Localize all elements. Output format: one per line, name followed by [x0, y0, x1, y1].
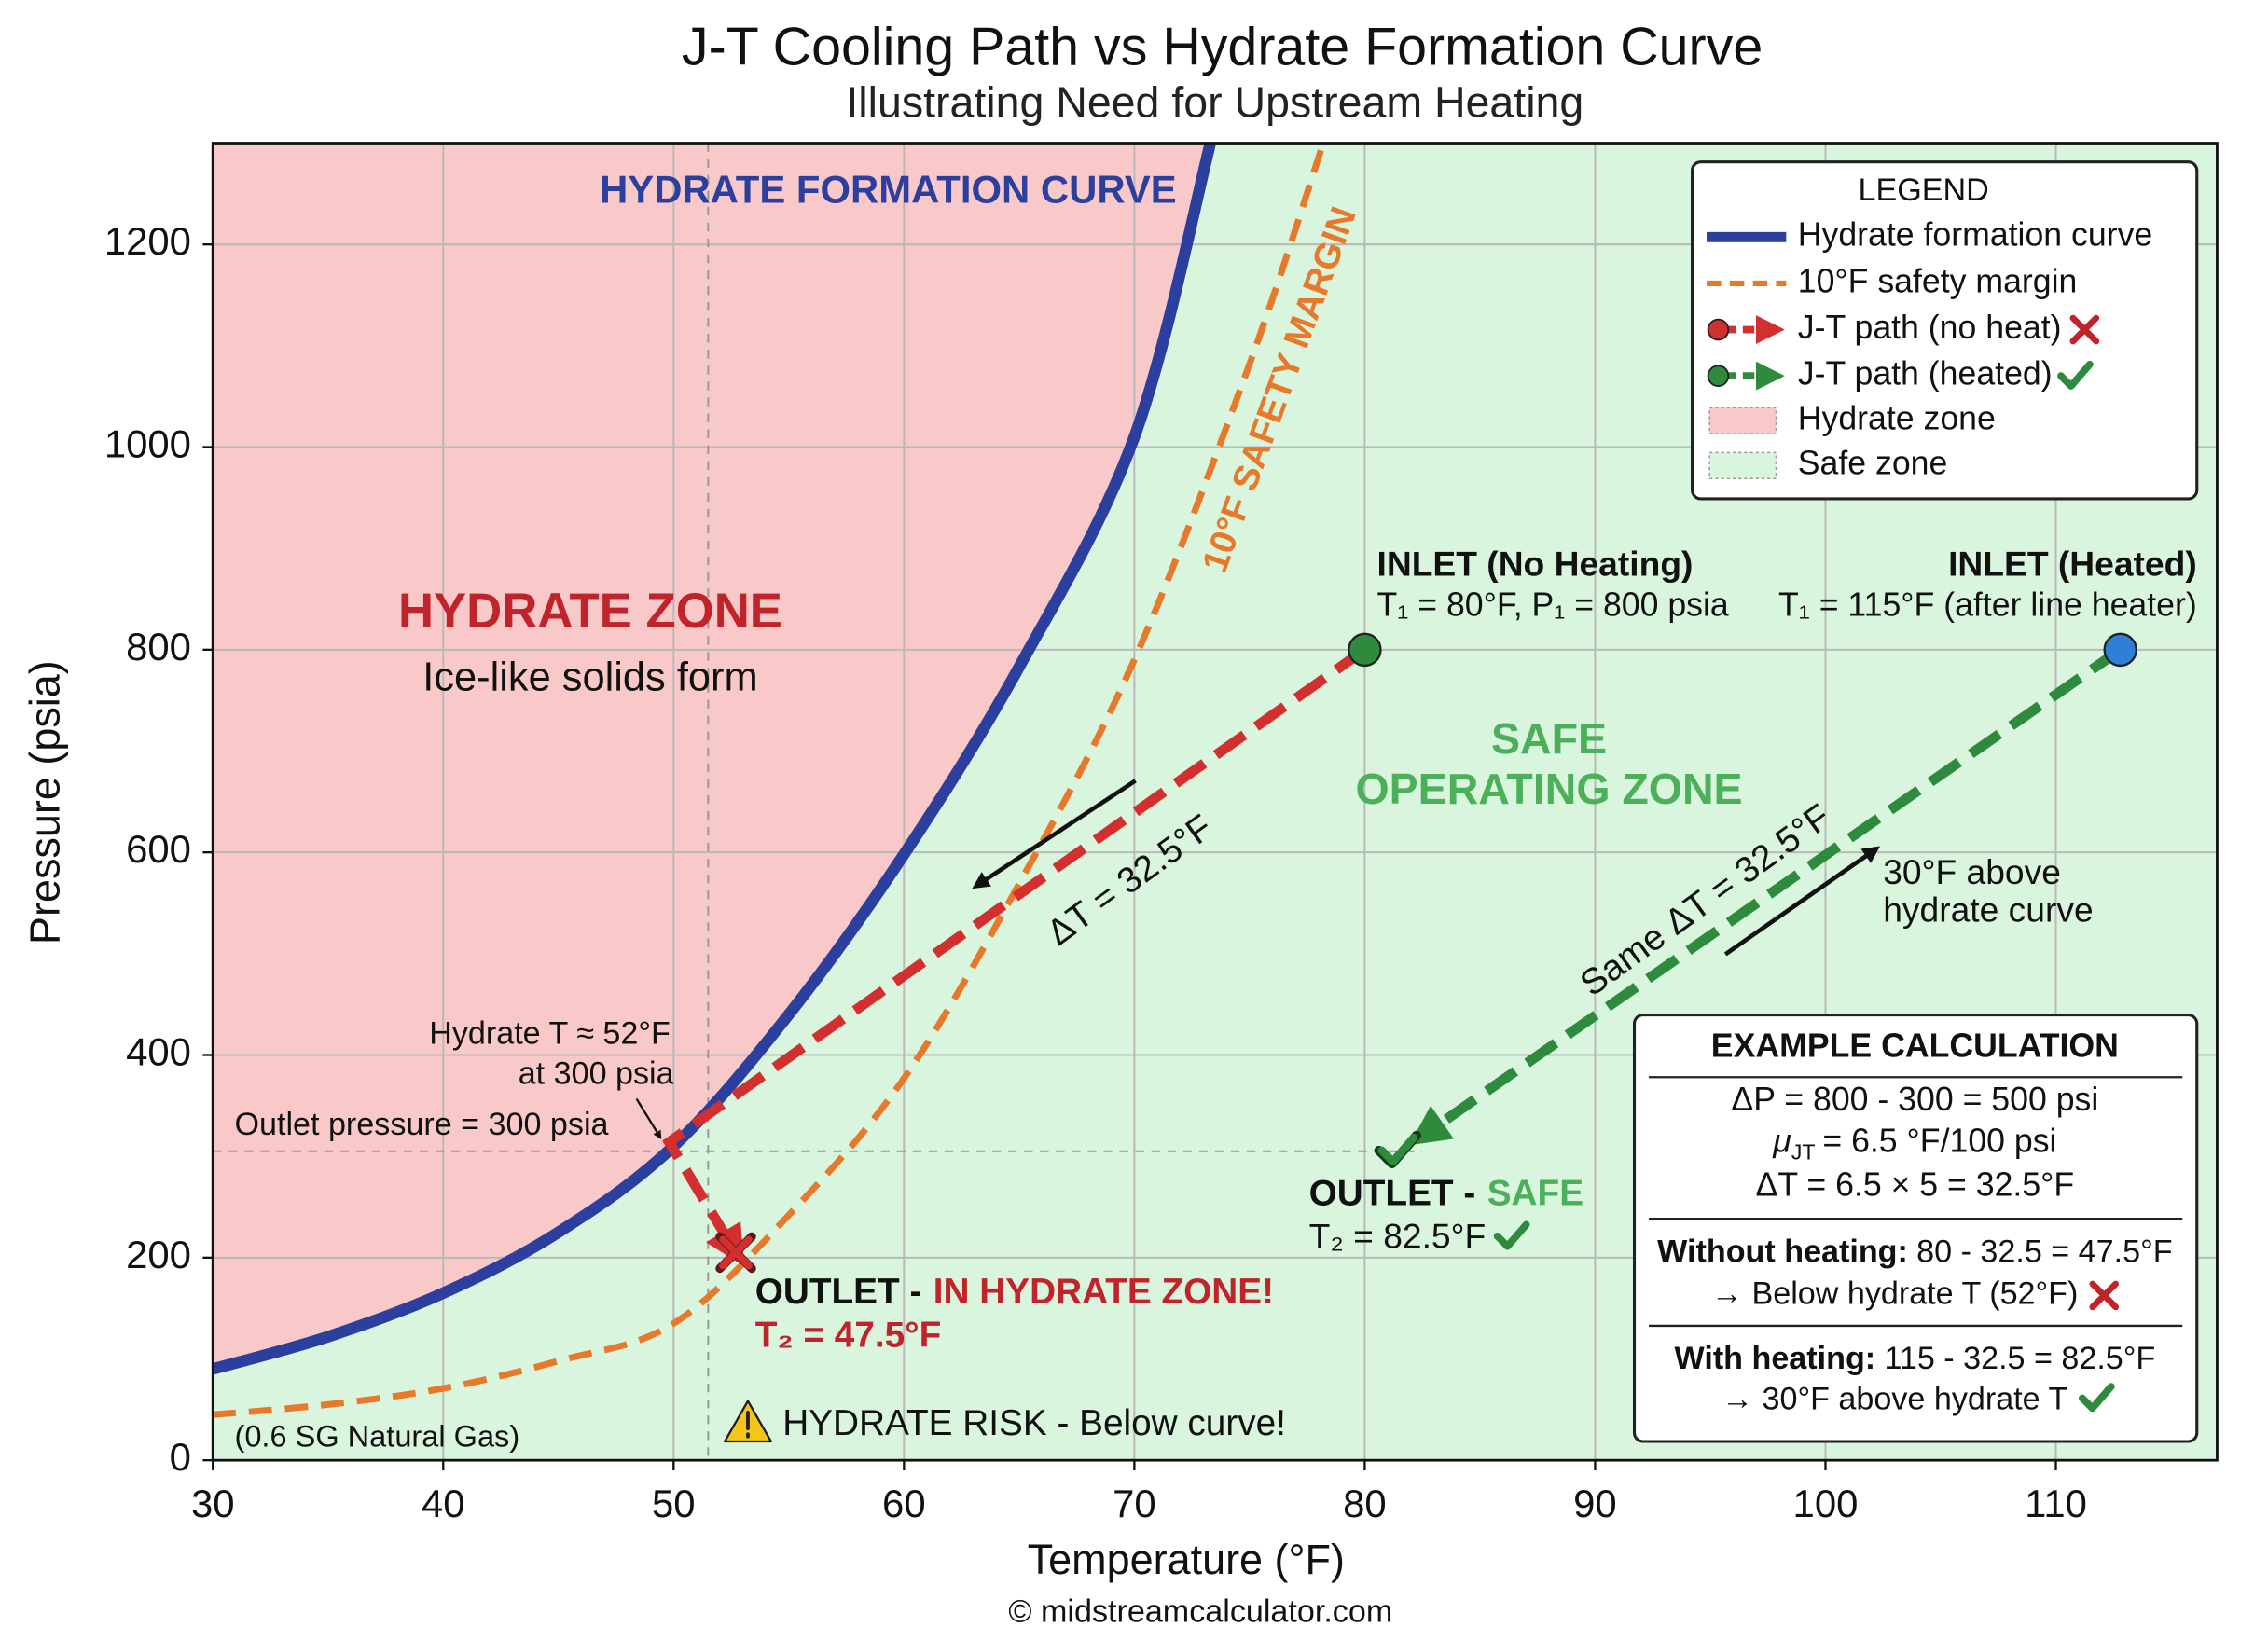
inlet-marker: [1348, 632, 1382, 668]
legend-label: J-T path (heated): [1798, 355, 2053, 393]
plot-frame: [211, 142, 2219, 1462]
inlet-label: INLET (Heated): [1948, 545, 2197, 584]
check-icon: [1377, 1134, 1418, 1166]
calc-line-part: 115 - 32.5 = 82.5°F: [1884, 1341, 2155, 1376]
inlet-conditions: T₁ = 115°F (after line heater): [1778, 586, 2197, 624]
calc-line-part: = 6.5 °F/100 psi: [1822, 1123, 2056, 1160]
calc-line: ΔT = 6.5 × 5 = 32.5°F: [1756, 1166, 2075, 1204]
cross-icon: [2069, 314, 2100, 345]
y-axis-label: Pressure (psia): [21, 660, 68, 945]
risk-note: HYDRATE RISK - Below curve!: [782, 1403, 1286, 1443]
x-tick-label: 90: [1573, 1482, 1617, 1525]
inlet-label: INLET (No Heating): [1377, 545, 1694, 584]
annotation-arrow: [635, 1097, 662, 1139]
check-icon: [2078, 1383, 2115, 1413]
hydrate-zone: [213, 143, 1210, 1370]
y-tick-label: 1000: [104, 422, 191, 466]
legend-label: Safe zone: [1798, 445, 1948, 482]
outlet-temperature: T₂ = 82.5°F: [1309, 1217, 1487, 1256]
chart-title: J-T Cooling Path vs Hydrate Formation Cu…: [682, 17, 1763, 76]
plot-area: [213, 143, 1327, 1418]
zone-title: HYDRATE ZONE: [398, 584, 782, 639]
y-tick-label: 800: [126, 625, 191, 669]
check-icon: [2057, 360, 2094, 390]
outlet-temperature: T₂ = 47.5°F: [755, 1316, 942, 1356]
calc-line-part: μ: [1772, 1123, 1791, 1160]
inlet-conditions: T₁ = 80°F, P₁ = 800 psia: [1377, 586, 1729, 624]
calc-line-part: Without heating:: [1657, 1234, 1908, 1269]
y-tick-label: 600: [126, 827, 191, 871]
legend-title: LEGEND: [1859, 172, 1989, 208]
legend-label: 10°F safety margin: [1798, 262, 2078, 299]
legend: LEGEND Hydrate formation curve 10°F safety…: [1691, 160, 2199, 501]
outlet-label: OUTLET - IN HYDRATE ZONE!: [755, 1272, 1274, 1312]
x-tick-label: 80: [1343, 1482, 1387, 1525]
calc-line-part: With heating:: [1674, 1341, 1875, 1376]
y-tick-label: 200: [126, 1233, 191, 1276]
y-tick-label: 1200: [104, 219, 191, 263]
calc-box: [1632, 1014, 2199, 1443]
gas-note: (0.6 SG Natural Gas): [234, 1420, 519, 1454]
x-tick-label: 70: [1113, 1482, 1156, 1525]
calc-line-part: JT: [1791, 1140, 1816, 1165]
outlet-label-part: SAFE: [1487, 1174, 1583, 1214]
calc-line: ΔP = 800 - 300 = 500 psi: [1731, 1081, 2098, 1118]
calc-line: With heating: 115 - 32.5 = 82.5°F: [1674, 1341, 2155, 1376]
calc-line: → Below hydrate T (52°F): [1711, 1276, 2078, 1311]
y-tick-label: 0: [170, 1435, 191, 1479]
x-tick-label: 110: [2025, 1482, 2087, 1525]
legend-label: J-T path (no heat): [1798, 309, 2062, 346]
calc-line-part: 80 - 32.5 = 47.5°F: [1916, 1234, 2172, 1269]
outlet-label-part: OUTLET -: [755, 1272, 922, 1312]
curve-label: HYDRATE FORMATION CURVE: [600, 167, 1177, 211]
outlet-label: OUTLET - SAFE: [1309, 1174, 1583, 1214]
legend-swatch: [1708, 407, 1777, 434]
chart-subtitle: Illustrating Need for Upstream Heating: [846, 77, 1583, 126]
legend-swatch: [1708, 451, 1777, 480]
x-tick-label: 60: [882, 1482, 926, 1525]
x-tick-label: 40: [422, 1482, 465, 1525]
hydrate-t-note: Hydrate T ≈ 52°F: [429, 1015, 671, 1051]
annotation-arrow: [972, 779, 1137, 889]
calc-line: Without heating: 80 - 32.5 = 47.5°F: [1657, 1234, 2172, 1269]
legend-box: [1691, 160, 2199, 501]
cross-icon: [2089, 1280, 2120, 1311]
annotation-arrow: [1723, 846, 1881, 957]
x-tick-label: 50: [652, 1482, 696, 1525]
safe-zone-label: OPERATING ZONE: [1356, 765, 1743, 813]
calc-line: μJT = 6.5 °F/100 psi: [1772, 1123, 2056, 1165]
safety-margin-curve: [213, 143, 1327, 1418]
zone-subtitle: Ice-like solids form: [422, 655, 757, 699]
legend-label: Hydrate zone: [1798, 400, 1996, 437]
y-tick-label: 400: [126, 1030, 191, 1074]
outlet-pressure-note: Outlet pressure = 300 psia: [234, 1107, 608, 1142]
check-icon: [1493, 1220, 1530, 1250]
x-tick-label: 100: [1793, 1482, 1859, 1525]
margin-note: hydrate curve: [1883, 889, 2093, 929]
legend-label: Hydrate formation curve: [1798, 216, 2152, 254]
legend-swatch: [1707, 365, 1730, 387]
x-axis-label: Temperature (°F): [1028, 1536, 1345, 1583]
calc-line: → 30°F above hydrate T: [1722, 1382, 2068, 1417]
jt-path: [662, 645, 1368, 1267]
legend-swatch: [1707, 318, 1730, 341]
outlet-label-part: IN HYDRATE ZONE!: [933, 1272, 1274, 1312]
safe-zone-label: SAFE: [1491, 714, 1607, 763]
hydrate-curve: [213, 143, 1216, 1375]
footer: © midstreamcalculator.com: [1008, 1594, 1392, 1630]
outlet-label-part: OUTLET -: [1309, 1174, 1476, 1214]
margin-note: 30°F above: [1883, 852, 2061, 891]
calc-title: EXAMPLE CALCULATION: [1711, 1027, 2119, 1065]
inlet-marker: [2103, 632, 2137, 668]
cross-icon: [719, 1235, 753, 1270]
jt-path: [1408, 645, 2123, 1146]
hydrate-t-note: at 300 psia: [519, 1056, 674, 1092]
x-tick-label: 30: [191, 1482, 235, 1525]
